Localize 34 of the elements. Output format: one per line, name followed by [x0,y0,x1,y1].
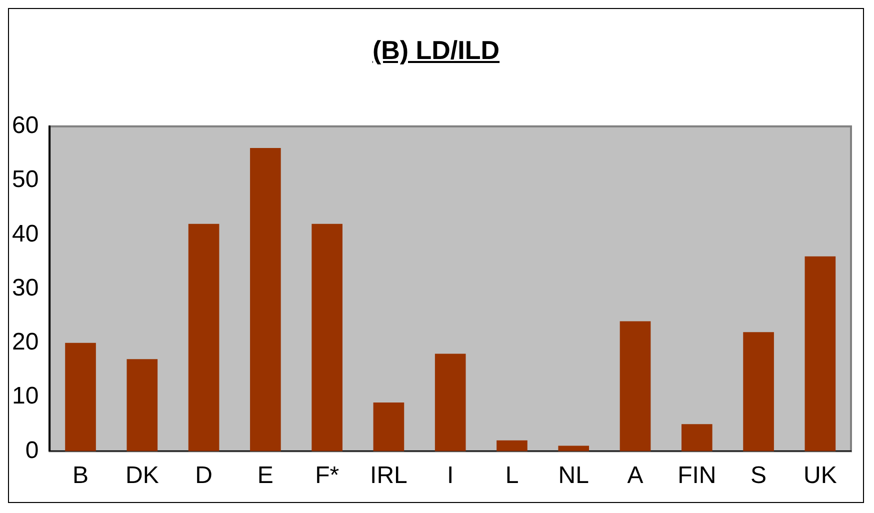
y-tick-label: 20 [12,328,39,356]
y-tick-label: 10 [12,382,39,410]
bar [188,224,220,452]
x-tick-label: IRL [370,462,408,490]
x-tick-label: D [195,462,212,490]
bar [373,402,404,452]
x-tick-label: NL [558,462,589,490]
x-tick-label: A [627,462,644,490]
bar [434,354,466,452]
bar [681,424,712,452]
bar [620,321,651,452]
chart-title: (B) LD/ILD [371,34,501,67]
x-tick-label: E [257,462,274,490]
x-tick-label: I [447,462,454,490]
y-tick-label: 30 [12,274,39,302]
y-tick-label: 0 [25,436,39,464]
x-tick-label: F* [315,462,340,490]
y-tick-label: 60 [12,112,39,140]
bar [312,224,342,452]
x-tick-label: S [750,462,767,490]
bar [65,342,96,452]
x-tick-label: B [72,462,89,490]
x-tick-label: L [505,462,519,490]
x-tick-label: FIN [678,462,716,490]
bar [250,148,281,452]
bar [804,256,836,452]
bar [743,332,774,452]
y-tick-label: 50 [12,166,39,194]
x-tick-label: UK [804,462,837,490]
bar [558,446,590,452]
bar [126,359,158,452]
bar [496,440,528,452]
y-tick-label: 40 [12,220,39,248]
x-tick-label: DK [125,462,159,490]
